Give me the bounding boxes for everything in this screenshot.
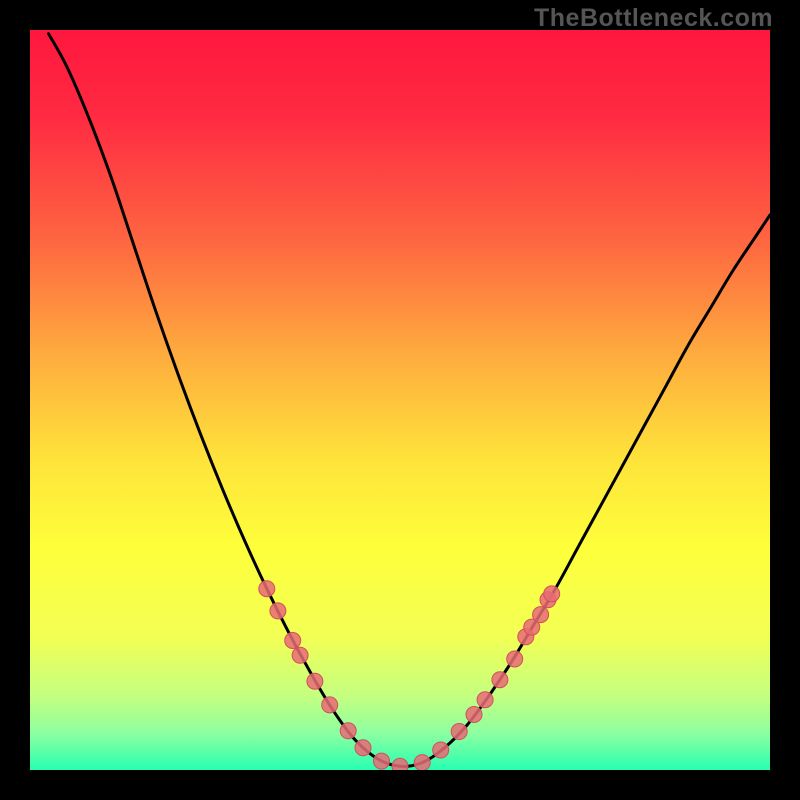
data-marker bbox=[270, 603, 286, 619]
data-marker bbox=[285, 633, 301, 649]
chart-svg bbox=[30, 30, 770, 770]
data-marker bbox=[307, 673, 323, 689]
data-marker bbox=[492, 672, 508, 688]
plot-area bbox=[30, 30, 770, 770]
data-marker bbox=[355, 740, 371, 756]
data-marker bbox=[414, 755, 430, 770]
data-marker bbox=[322, 697, 338, 713]
data-marker bbox=[507, 651, 523, 667]
data-marker bbox=[340, 723, 356, 739]
watermark-text: TheBottleneck.com bbox=[534, 4, 773, 33]
data-marker bbox=[533, 607, 549, 623]
data-marker bbox=[477, 692, 493, 708]
data-marker bbox=[451, 724, 467, 740]
data-marker bbox=[392, 758, 408, 770]
data-marker bbox=[544, 586, 560, 602]
data-marker bbox=[292, 647, 308, 663]
data-marker bbox=[466, 707, 482, 723]
data-marker bbox=[433, 742, 449, 758]
data-marker bbox=[259, 581, 275, 597]
data-marker bbox=[374, 753, 390, 769]
